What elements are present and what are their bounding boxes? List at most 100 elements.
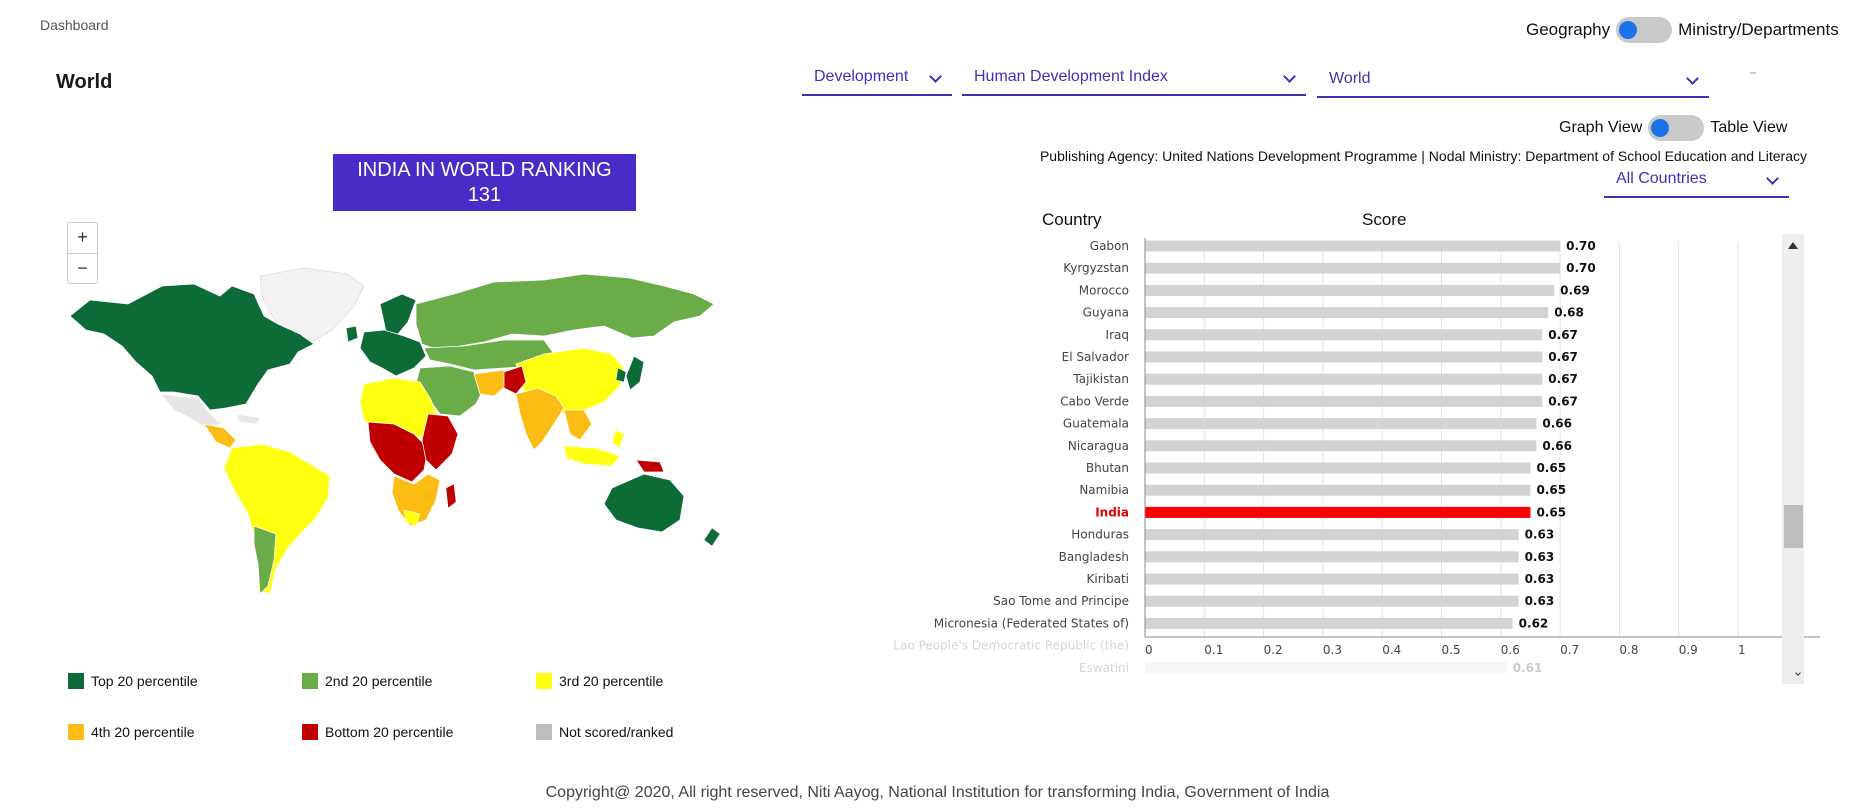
bar-row[interactable]: Tajikistan 0.67 xyxy=(1072,372,1577,386)
breadcrumb[interactable]: Dashboard xyxy=(40,17,109,33)
bar-value-label: 0.69 xyxy=(1560,283,1590,297)
scandinavia-region[interactable] xyxy=(379,293,417,335)
score-bar[interactable] xyxy=(1145,373,1543,385)
east-africa-region[interactable] xyxy=(421,413,459,471)
bar-value-label: 0.63 xyxy=(1525,572,1555,586)
bar-row[interactable]: Cabo Verde 0.67 xyxy=(1060,394,1578,408)
scroll-down-icon[interactable] xyxy=(1795,670,1801,676)
greenland-region[interactable] xyxy=(259,267,365,345)
score-bar[interactable] xyxy=(1145,529,1519,541)
bar-row[interactable]: Guyana 0.68 xyxy=(1083,306,1584,320)
index-select[interactable]: Human Development Index xyxy=(962,68,1306,96)
russia-region[interactable] xyxy=(415,273,715,351)
central-america-region[interactable] xyxy=(203,423,237,449)
indonesia-region[interactable] xyxy=(563,445,621,467)
x-tick-label: 0.2 xyxy=(1264,643,1283,657)
bar-row[interactable]: Kiribati 0.63 xyxy=(1087,572,1555,586)
score-bar[interactable] xyxy=(1145,284,1555,296)
legend-item: 3rd 20 percentile xyxy=(536,673,663,689)
south-america-region[interactable] xyxy=(223,443,331,595)
bar-row[interactable]: Bhutan 0.65 xyxy=(1086,461,1566,475)
papua-new-guinea-region[interactable] xyxy=(635,459,665,473)
bar-row[interactable]: Eswatini 0.61 xyxy=(1079,661,1542,675)
score-bar[interactable] xyxy=(1145,395,1543,407)
korea-region[interactable] xyxy=(615,367,627,383)
caribbean-region[interactable] xyxy=(235,413,261,425)
new-zealand-region[interactable] xyxy=(703,527,721,547)
score-bar[interactable] xyxy=(1145,262,1561,274)
country-filter-value: All Countries xyxy=(1616,170,1707,187)
bar-row[interactable]: Kyrgyzstan 0.70 xyxy=(1063,261,1595,275)
score-bar[interactable] xyxy=(1145,329,1543,341)
world-map-icon[interactable] xyxy=(64,264,759,609)
chart-scrollbar[interactable] xyxy=(1782,234,1804,684)
india-region[interactable] xyxy=(515,387,565,451)
score-bar[interactable] xyxy=(1145,418,1537,430)
scroll-up-icon[interactable] xyxy=(1788,242,1798,249)
score-bar[interactable] xyxy=(1145,662,1507,674)
score-bar[interactable] xyxy=(1145,462,1531,474)
ranking-title: INDIA IN WORLD RANKING xyxy=(357,159,612,181)
bar-row[interactable]: Nicaragua 0.66 xyxy=(1068,439,1572,453)
bar-row[interactable]: Gabon 0.70 xyxy=(1090,239,1596,253)
legend-item: 4th 20 percentile xyxy=(68,724,195,740)
southern-africa-region[interactable] xyxy=(391,473,441,527)
argentina-region[interactable] xyxy=(253,525,277,595)
bar-value-label: 0.61 xyxy=(1513,661,1543,675)
zoom-in-button[interactable]: + xyxy=(77,227,88,247)
philippines-region[interactable] xyxy=(611,429,625,449)
japan-region[interactable] xyxy=(625,355,645,391)
legend-item: Bottom 20 percentile xyxy=(302,724,453,740)
madagascar-region[interactable] xyxy=(445,483,457,509)
score-bar[interactable] xyxy=(1145,440,1537,452)
bar-row[interactable]: India 0.65 xyxy=(1095,505,1566,519)
ministry-label: Ministry/Departments xyxy=(1678,20,1839,39)
graph-view-label: Graph View xyxy=(1559,119,1643,136)
bar-row[interactable]: Namibia 0.65 xyxy=(1079,483,1566,497)
category-select[interactable]: Development xyxy=(802,68,952,96)
country-filter-select[interactable]: All Countries xyxy=(1604,170,1789,198)
bar-row[interactable]: Sao Tome and Principe 0.63 xyxy=(993,594,1554,608)
bar-row[interactable]: Micronesia (Federated States of) 0.62 xyxy=(934,616,1549,630)
uk-region[interactable] xyxy=(345,325,359,343)
score-bar[interactable] xyxy=(1145,595,1519,607)
bar-row[interactable]: Guatemala 0.66 xyxy=(1063,417,1572,431)
southeast-asia-region[interactable] xyxy=(563,409,593,441)
south-africa-region[interactable] xyxy=(403,509,421,527)
x-tick-label: 0.1 xyxy=(1204,643,1223,657)
bar-row[interactable]: El Salvador 0.67 xyxy=(1062,350,1578,364)
x-tick-label: 0 xyxy=(1145,643,1153,657)
afghanistan-pakistan-region[interactable] xyxy=(503,365,527,395)
europe-region[interactable] xyxy=(359,329,427,377)
geography-toggle-switch[interactable] xyxy=(1616,17,1673,43)
score-bar[interactable] xyxy=(1145,307,1549,319)
toggle-knob xyxy=(1619,21,1638,39)
bar-row[interactable]: Morocco 0.69 xyxy=(1079,283,1590,297)
view-toggle-switch[interactable] xyxy=(1648,115,1705,141)
australia-region[interactable] xyxy=(603,473,685,533)
bar-value-label: 0.68 xyxy=(1554,306,1584,320)
bar-row[interactable]: Iraq 0.67 xyxy=(1106,328,1578,342)
score-bar[interactable] xyxy=(1145,484,1531,496)
zoom-out-button[interactable]: − xyxy=(68,253,97,283)
region-select[interactable]: World xyxy=(1317,70,1709,98)
score-bar[interactable] xyxy=(1145,573,1519,585)
x-tick-label: 0.4 xyxy=(1382,643,1401,657)
score-bar[interactable] xyxy=(1145,551,1519,563)
score-bar[interactable] xyxy=(1145,617,1513,629)
score-bar[interactable] xyxy=(1145,240,1561,252)
score-bar[interactable] xyxy=(1145,351,1543,363)
bar-value-label: 0.67 xyxy=(1548,394,1578,408)
bar-value-label: 0.66 xyxy=(1542,439,1572,453)
bar-row[interactable]: Bangladesh 0.63 xyxy=(1059,550,1555,564)
scroll-thumb[interactable] xyxy=(1784,505,1803,548)
country-label: Sao Tome and Principe xyxy=(993,594,1129,608)
legend-swatch xyxy=(536,724,552,740)
iran-region[interactable] xyxy=(473,369,509,397)
west-central-africa-region[interactable] xyxy=(367,421,429,483)
north-america-region[interactable] xyxy=(69,283,315,411)
bar-row[interactable]: Honduras 0.63 xyxy=(1071,528,1554,542)
score-bar[interactable] xyxy=(1145,506,1531,518)
chevron-down-icon xyxy=(1766,172,1779,185)
country-label: Guyana xyxy=(1083,306,1129,320)
